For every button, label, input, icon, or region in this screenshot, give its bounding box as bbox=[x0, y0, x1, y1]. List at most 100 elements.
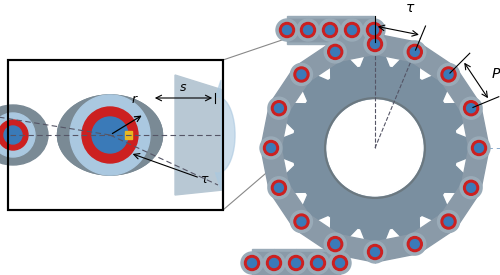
Circle shape bbox=[472, 141, 486, 155]
Polygon shape bbox=[409, 44, 454, 83]
Polygon shape bbox=[274, 252, 296, 274]
Circle shape bbox=[272, 101, 286, 116]
Circle shape bbox=[441, 67, 456, 82]
Ellipse shape bbox=[58, 95, 162, 175]
Polygon shape bbox=[287, 19, 308, 41]
Circle shape bbox=[274, 183, 283, 192]
Circle shape bbox=[468, 137, 490, 159]
Circle shape bbox=[70, 95, 150, 175]
Circle shape bbox=[408, 236, 422, 252]
Circle shape bbox=[366, 23, 382, 37]
Polygon shape bbox=[296, 249, 318, 275]
Circle shape bbox=[297, 70, 306, 79]
Polygon shape bbox=[462, 106, 489, 150]
Circle shape bbox=[307, 252, 329, 274]
Polygon shape bbox=[287, 19, 308, 41]
Circle shape bbox=[260, 137, 282, 159]
Circle shape bbox=[304, 26, 312, 34]
Circle shape bbox=[324, 41, 346, 63]
Circle shape bbox=[444, 217, 453, 226]
Polygon shape bbox=[308, 19, 330, 41]
Circle shape bbox=[341, 19, 363, 41]
Polygon shape bbox=[270, 69, 310, 114]
Circle shape bbox=[266, 255, 281, 271]
Circle shape bbox=[266, 144, 276, 153]
Circle shape bbox=[329, 252, 351, 274]
Circle shape bbox=[466, 104, 475, 113]
Circle shape bbox=[263, 252, 285, 274]
Circle shape bbox=[474, 144, 484, 153]
Polygon shape bbox=[270, 182, 310, 227]
Circle shape bbox=[280, 23, 294, 37]
Circle shape bbox=[408, 45, 422, 59]
Polygon shape bbox=[274, 249, 296, 275]
Circle shape bbox=[288, 255, 304, 271]
Circle shape bbox=[460, 97, 482, 119]
Polygon shape bbox=[462, 146, 489, 190]
Circle shape bbox=[0, 120, 28, 150]
FancyBboxPatch shape bbox=[8, 60, 223, 210]
Circle shape bbox=[363, 19, 385, 41]
Circle shape bbox=[297, 217, 306, 226]
Ellipse shape bbox=[58, 95, 162, 175]
Circle shape bbox=[370, 26, 378, 34]
Circle shape bbox=[348, 26, 356, 34]
Circle shape bbox=[319, 19, 341, 41]
Circle shape bbox=[300, 23, 316, 37]
Circle shape bbox=[368, 37, 382, 51]
Circle shape bbox=[444, 70, 453, 79]
Polygon shape bbox=[352, 16, 374, 44]
Polygon shape bbox=[175, 75, 223, 195]
Circle shape bbox=[438, 211, 460, 233]
Circle shape bbox=[314, 258, 322, 268]
Polygon shape bbox=[318, 249, 340, 275]
Circle shape bbox=[464, 180, 478, 195]
Polygon shape bbox=[318, 252, 340, 274]
Polygon shape bbox=[330, 16, 352, 44]
Text: τ: τ bbox=[201, 173, 209, 186]
Circle shape bbox=[244, 255, 260, 271]
Polygon shape bbox=[216, 80, 235, 190]
Circle shape bbox=[336, 258, 344, 268]
Circle shape bbox=[294, 214, 309, 229]
Polygon shape bbox=[373, 34, 416, 62]
Circle shape bbox=[285, 252, 307, 274]
Polygon shape bbox=[373, 234, 416, 262]
Text: s: s bbox=[180, 81, 187, 94]
Circle shape bbox=[466, 183, 475, 192]
Circle shape bbox=[292, 258, 300, 268]
Circle shape bbox=[290, 64, 312, 86]
Circle shape bbox=[328, 45, 342, 59]
Bar bbox=[125, 131, 132, 139]
Circle shape bbox=[460, 177, 482, 199]
Circle shape bbox=[290, 211, 312, 233]
Polygon shape bbox=[296, 252, 318, 274]
Circle shape bbox=[328, 236, 342, 252]
Circle shape bbox=[327, 100, 423, 196]
Polygon shape bbox=[330, 19, 352, 41]
Circle shape bbox=[404, 41, 426, 63]
Polygon shape bbox=[334, 234, 377, 262]
Circle shape bbox=[276, 19, 298, 41]
Circle shape bbox=[241, 252, 263, 274]
Polygon shape bbox=[308, 19, 330, 41]
Polygon shape bbox=[440, 182, 480, 227]
Polygon shape bbox=[409, 213, 454, 252]
Polygon shape bbox=[252, 249, 274, 275]
Polygon shape bbox=[287, 16, 308, 44]
Polygon shape bbox=[261, 146, 288, 190]
Polygon shape bbox=[252, 252, 274, 274]
Circle shape bbox=[294, 67, 309, 82]
Circle shape bbox=[404, 233, 426, 255]
Circle shape bbox=[370, 248, 380, 257]
Polygon shape bbox=[296, 44, 341, 83]
Text: P: P bbox=[492, 67, 500, 81]
Circle shape bbox=[248, 258, 256, 268]
Circle shape bbox=[322, 23, 338, 37]
Polygon shape bbox=[352, 19, 374, 41]
Circle shape bbox=[364, 241, 386, 263]
Circle shape bbox=[410, 240, 420, 249]
Circle shape bbox=[264, 141, 278, 155]
Circle shape bbox=[344, 23, 360, 37]
Polygon shape bbox=[308, 16, 330, 44]
